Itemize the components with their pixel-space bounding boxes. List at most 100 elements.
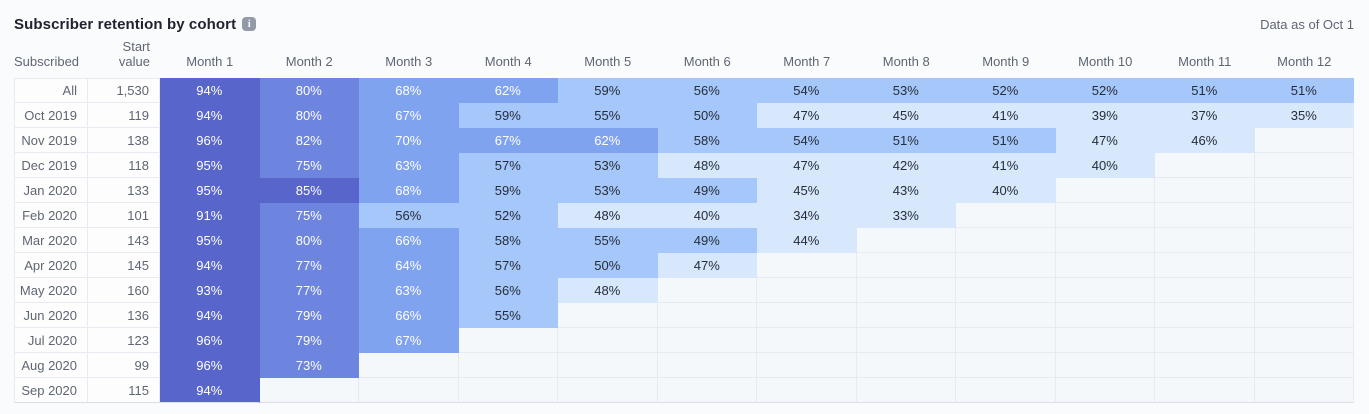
retention-cell: 35% — [1254, 103, 1354, 128]
retention-cell: 57% — [458, 253, 558, 278]
retention-cell: 42% — [856, 153, 956, 178]
retention-cell: 77% — [259, 278, 359, 303]
table-header: Subscribed Start value Month 1 Month 2 Month… — [14, 34, 1354, 78]
empty-cell — [558, 328, 658, 353]
retention-cell: 77% — [259, 253, 359, 278]
cohort-label: Feb 2020 — [14, 203, 88, 228]
retention-cell: 59% — [558, 78, 658, 103]
cohort-row: Aug 2020 99 96% 73% — [14, 353, 1354, 378]
cohort-start-value: 145 — [88, 253, 160, 278]
retention-cell: 75% — [259, 203, 359, 228]
cohort-label: May 2020 — [14, 278, 88, 303]
cohort-label: Nov 2019 — [14, 128, 88, 153]
cohort-label: Dec 2019 — [14, 153, 88, 178]
retention-cell: 51% — [956, 128, 1056, 153]
retention-cell: 59% — [458, 103, 558, 128]
retention-cell: 68% — [359, 178, 459, 203]
cohort-label: Sep 2020 — [14, 378, 88, 403]
info-icon[interactable]: i — [242, 17, 257, 31]
empty-cell — [1055, 353, 1155, 378]
column-header-month-3: Month 3 — [385, 54, 433, 69]
column-header-month-1: Month 1 — [186, 54, 234, 69]
retention-cell: 48% — [558, 278, 658, 303]
empty-cell — [1155, 303, 1255, 328]
retention-cell: 50% — [657, 103, 757, 128]
retention-cell: 51% — [1254, 78, 1354, 103]
column-header-start-value: Start value — [118, 39, 150, 69]
retention-cell: 55% — [558, 103, 658, 128]
cohort-row: Jul 2020 123 96% 79% 67% — [14, 328, 1354, 353]
retention-cell: 94% — [160, 78, 260, 103]
empty-cell — [1254, 228, 1354, 253]
column-header-subscribed: Subscribed — [14, 54, 80, 69]
retention-cell: 52% — [458, 203, 558, 228]
empty-cell — [1254, 353, 1354, 378]
retention-cell: 51% — [1155, 78, 1255, 103]
empty-cell — [1254, 203, 1354, 228]
cohort-row: Mar 2020 143 95% 80% 66% 58% 55% 49% 44% — [14, 228, 1354, 253]
retention-cell: 46% — [1155, 128, 1255, 153]
retention-cell: 40% — [1055, 153, 1155, 178]
empty-cell — [1254, 303, 1354, 328]
empty-cell — [757, 303, 857, 328]
empty-cell — [1254, 278, 1354, 303]
data-freshness-label: Data as of Oct 1 — [1260, 16, 1354, 32]
header-row: Subscribed Start value Month 1 Month 2 Month… — [14, 34, 1354, 78]
empty-cell — [856, 278, 956, 303]
empty-cell — [1155, 278, 1255, 303]
empty-cell — [856, 228, 956, 253]
cohort-start-value: 118 — [88, 153, 160, 178]
column-header-month-9: Month 9 — [982, 54, 1030, 69]
cohort-label: Aug 2020 — [14, 353, 88, 378]
empty-cell — [558, 378, 658, 403]
retention-cell: 68% — [359, 78, 459, 103]
cohort-label: Mar 2020 — [14, 228, 88, 253]
empty-cell — [458, 378, 558, 403]
empty-cell — [1155, 328, 1255, 353]
empty-cell — [458, 328, 558, 353]
retention-cell: 40% — [657, 203, 757, 228]
retention-cell: 51% — [856, 128, 956, 153]
empty-cell — [359, 378, 459, 403]
cohort-row: Nov 2019 138 96% 82% 70% 67% 62% 58% 54% 51% 51% 47… — [14, 128, 1354, 153]
empty-cell — [657, 328, 757, 353]
retention-cell: 47% — [1055, 128, 1155, 153]
retention-cell: 53% — [558, 178, 658, 203]
empty-cell — [558, 303, 658, 328]
empty-cell — [757, 378, 857, 403]
retention-cell: 94% — [160, 378, 260, 403]
retention-cell: 80% — [259, 103, 359, 128]
empty-cell — [856, 303, 956, 328]
cohort-start-value: 115 — [88, 378, 160, 403]
retention-cell: 50% — [558, 253, 658, 278]
retention-cell: 37% — [1155, 103, 1255, 128]
cohort-label: All — [14, 78, 88, 103]
cohort-row: May 2020 160 93% 77% 63% 56% 48% — [14, 278, 1354, 303]
empty-cell — [956, 328, 1056, 353]
retention-cell: 63% — [359, 278, 459, 303]
retention-cell: 47% — [757, 103, 857, 128]
retention-cell: 94% — [160, 103, 260, 128]
empty-cell — [956, 303, 1056, 328]
cohort-start-value: 136 — [88, 303, 160, 328]
retention-cell: 55% — [558, 228, 658, 253]
retention-cell: 62% — [458, 78, 558, 103]
cohort-row: Sep 2020 115 94% — [14, 378, 1354, 403]
retention-cell: 45% — [757, 178, 857, 203]
cohort-start-value: 160 — [88, 278, 160, 303]
retention-cell: 79% — [259, 303, 359, 328]
retention-cell: 58% — [657, 128, 757, 153]
cohort-label: Apr 2020 — [14, 253, 88, 278]
empty-cell — [1055, 328, 1155, 353]
cohort-row: Jan 2020 133 95% 85% 68% 59% 53% 49% 45% 43% 40% — [14, 178, 1354, 203]
retention-cell: 80% — [259, 228, 359, 253]
retention-cell: 66% — [359, 228, 459, 253]
empty-cell — [657, 353, 757, 378]
retention-cell: 59% — [458, 178, 558, 203]
empty-cell — [1254, 328, 1354, 353]
empty-cell — [1155, 203, 1255, 228]
empty-cell — [1055, 378, 1155, 403]
retention-cell: 66% — [359, 303, 459, 328]
cohort-row: Jun 2020 136 94% 79% 66% 55% — [14, 303, 1354, 328]
retention-cell: 54% — [757, 128, 857, 153]
